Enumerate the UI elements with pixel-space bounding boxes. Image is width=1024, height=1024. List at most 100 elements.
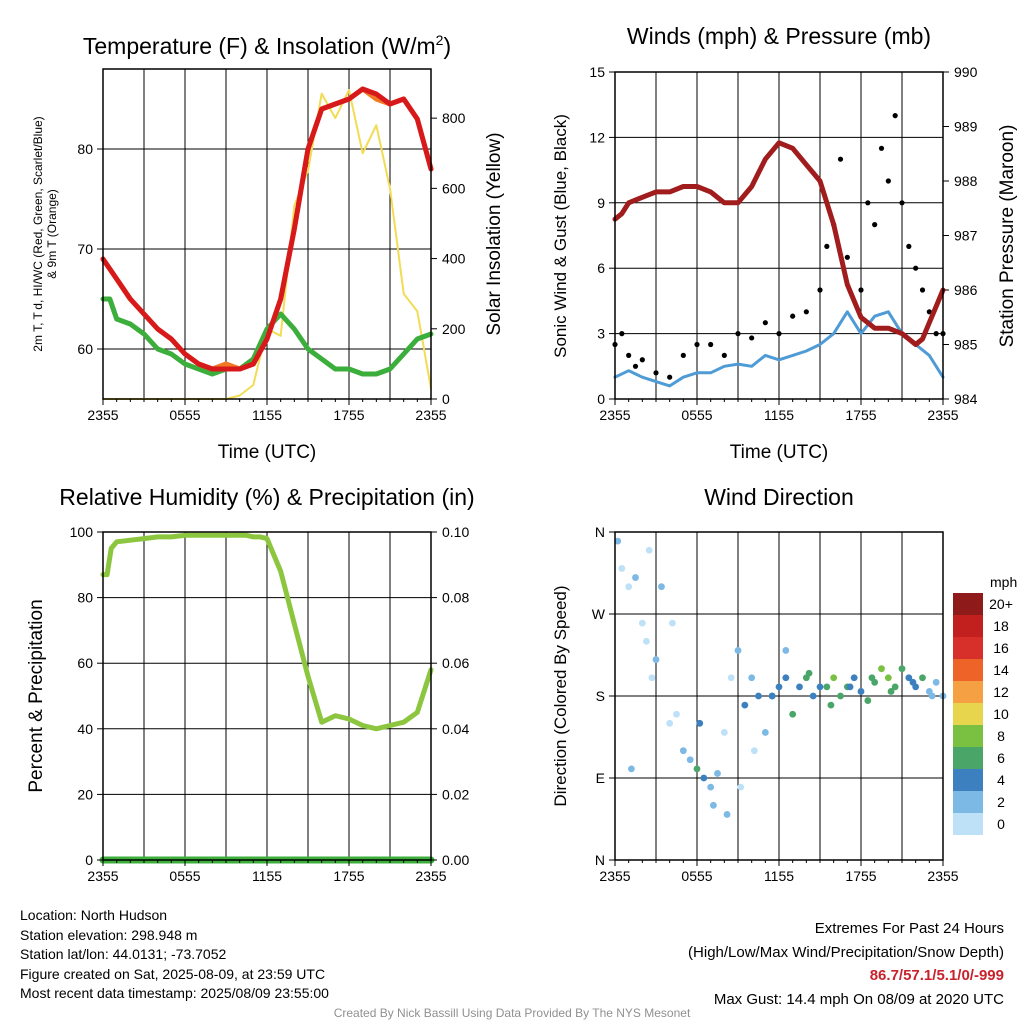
gust-point <box>619 331 625 337</box>
gust-point <box>790 313 796 319</box>
rh-ytick2-label: 0.00 <box>442 852 469 868</box>
direction-point <box>805 669 813 677</box>
temp-ytick2-label: 800 <box>442 110 466 126</box>
direction-point <box>614 537 622 545</box>
gust-point <box>899 200 905 206</box>
wind-xtick-label: 2355 <box>927 407 958 423</box>
direction-point <box>823 683 831 691</box>
dir-xtick-label: 1755 <box>845 868 876 884</box>
direction-point <box>864 697 872 704</box>
direction-point <box>868 674 876 682</box>
direction-point <box>707 783 715 791</box>
wind-xtick-label: 1755 <box>845 407 876 423</box>
legend-swatch <box>953 615 983 637</box>
gust-point <box>632 363 639 369</box>
legend-label: 0 <box>997 816 1005 832</box>
wind-ytick-label: 3 <box>597 326 605 342</box>
temp-xtick-label: 2355 <box>87 407 118 423</box>
timestamp-line: Most recent data timestamp: 2025/08/09 2… <box>20 985 329 1002</box>
temp-frame <box>143 69 391 399</box>
direction-point <box>827 701 835 709</box>
direction-point <box>734 647 742 654</box>
direction-point <box>830 674 838 682</box>
wind-ytick-label: 15 <box>589 64 605 80</box>
gust-point <box>749 335 755 341</box>
direction-point <box>628 765 635 773</box>
gust-point <box>708 341 714 348</box>
gust-point <box>933 331 939 337</box>
dir-ytick-label: E <box>596 770 605 786</box>
wind-ytick2-label: 989 <box>954 119 978 135</box>
legend-swatch <box>953 659 983 681</box>
rh-xtick-label: 1755 <box>333 868 364 884</box>
legend-swatch <box>953 791 983 813</box>
wind-xtick-label: 2355 <box>599 407 630 423</box>
wind-ytick2-label: 987 <box>954 228 978 244</box>
gust-point <box>776 331 782 337</box>
location-line: Location: North Hudson <box>20 907 168 923</box>
legend-swatch <box>953 681 983 703</box>
dir-ytick-label: S <box>596 688 605 704</box>
gust-point <box>667 374 673 380</box>
direction-point <box>686 756 694 764</box>
temp-ytick-label: 60 <box>77 341 93 357</box>
extremes-subtitle: (High/Low/Max Wind/Precipitation/Snow De… <box>688 943 1004 961</box>
legend-label: 6 <box>997 750 1005 766</box>
direction-point <box>816 683 824 691</box>
rh-frame <box>143 532 391 860</box>
temp-ytick-label: 70 <box>77 241 93 257</box>
dir-ytick-label: W <box>592 606 606 622</box>
gust-point <box>885 178 891 184</box>
rh-chart-title: Relative Humidity (%) & Precipitation (i… <box>59 484 474 510</box>
gust-point <box>865 200 871 206</box>
direction-point <box>919 674 926 682</box>
gust-point <box>906 243 912 249</box>
wind-xtick-label: 0555 <box>681 407 712 423</box>
temp-xtick-label: 2355 <box>415 407 446 423</box>
rh-ytick-label: 40 <box>77 721 93 737</box>
legend-label: 18 <box>993 618 1009 634</box>
direction-point <box>748 674 756 682</box>
rh-ytick-label: 100 <box>70 524 94 540</box>
direction-point <box>782 647 790 654</box>
rh-ytick2-label: 0.04 <box>442 721 469 737</box>
direction-point <box>932 678 940 686</box>
dir-yaxis-label: Direction (Colored By Speed) <box>551 585 570 806</box>
gust-point <box>639 357 645 363</box>
legend-swatch <box>953 593 983 615</box>
direction-point <box>727 674 735 682</box>
temp-ytick-label: 80 <box>77 141 93 157</box>
direction-point <box>928 692 936 700</box>
rh-ytick-label: 60 <box>77 655 93 671</box>
legend-swatch <box>953 725 983 747</box>
direction-point <box>625 583 633 591</box>
direction-point <box>700 774 708 782</box>
direction-point <box>898 665 906 673</box>
legend-swatch <box>953 769 983 791</box>
wind-frame <box>655 72 903 399</box>
wind-line <box>613 310 945 388</box>
direction-point <box>643 637 650 645</box>
temp-xtick-label: 1755 <box>333 407 364 423</box>
direction-point <box>693 765 701 773</box>
direction-point <box>796 683 803 691</box>
gust-point <box>913 265 919 271</box>
legend-label: 8 <box>997 728 1005 744</box>
direction-point <box>775 683 783 691</box>
legend-label: 12 <box>993 684 1009 700</box>
temp-ytick2-label: 200 <box>442 321 466 337</box>
direction-point <box>652 656 660 663</box>
wind-ytick-label: 6 <box>597 260 605 276</box>
rh-ytick2-label: 0.08 <box>442 590 469 606</box>
rh-xtick-label: 2355 <box>415 868 446 884</box>
dir-xtick-label: 0555 <box>681 868 712 884</box>
legend-label: 14 <box>993 662 1009 678</box>
direction-point <box>723 811 731 818</box>
gust-point <box>721 352 727 358</box>
dew-line <box>100 296 434 377</box>
legend-swatch <box>953 703 983 725</box>
wind-chart-title: Winds (mph) & Pressure (mb) <box>627 23 931 49</box>
gust-point <box>762 320 768 326</box>
rh-ytick-label: 80 <box>77 590 93 606</box>
temp-title-main: Temperature (F) & Insolation (W/m <box>83 33 436 59</box>
